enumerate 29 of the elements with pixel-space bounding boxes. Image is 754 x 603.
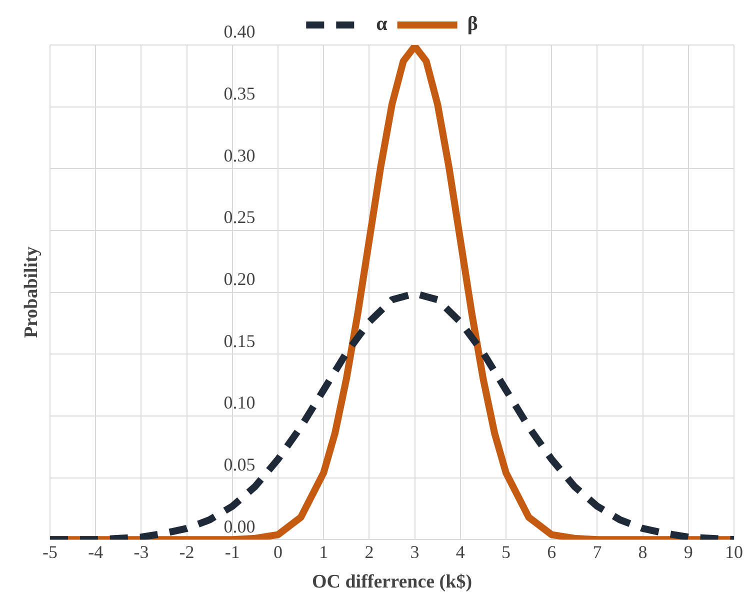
x-tick-label: 6 xyxy=(547,542,556,562)
legend-label: α xyxy=(376,13,388,36)
x-tick-label: -1 xyxy=(224,542,240,562)
x-tick-label: 3 xyxy=(410,542,420,562)
x-tick-label: 9 xyxy=(684,542,693,562)
x-tick-label: 8 xyxy=(638,542,648,562)
x-axis-title: OC differrence (k$) xyxy=(312,572,472,593)
y-tick-label: 0.35 xyxy=(224,84,256,104)
y-tick-label: 0.10 xyxy=(224,392,256,413)
x-tick-label: 10 xyxy=(725,542,743,562)
y-tick-label: 0.20 xyxy=(224,269,256,290)
x-tick-label: 5 xyxy=(502,542,510,562)
y-tick-label: 0.00 xyxy=(224,516,256,536)
x-tick-label: 1 xyxy=(319,542,328,562)
x-tick-label: 4 xyxy=(456,542,465,562)
y-tick-label: 0.40 xyxy=(224,22,256,42)
y-tick-label: 0.05 xyxy=(224,454,256,475)
legend-label: β xyxy=(467,13,478,36)
x-tick-label: 0 xyxy=(274,542,282,562)
y-tick-label: 0.15 xyxy=(224,330,256,351)
y-tick-label: 0.30 xyxy=(224,145,256,166)
x-tick-label: 7 xyxy=(592,542,602,562)
x-tick-label: -3 xyxy=(134,542,149,562)
y-axis-title: Probability xyxy=(20,246,42,338)
y-tick-label: 0.25 xyxy=(224,207,256,228)
x-tick-label: -2 xyxy=(179,542,194,562)
x-tick-label: 2 xyxy=(364,542,374,562)
x-tick-label: -5 xyxy=(42,542,58,562)
x-tick-label: -4 xyxy=(88,542,104,562)
